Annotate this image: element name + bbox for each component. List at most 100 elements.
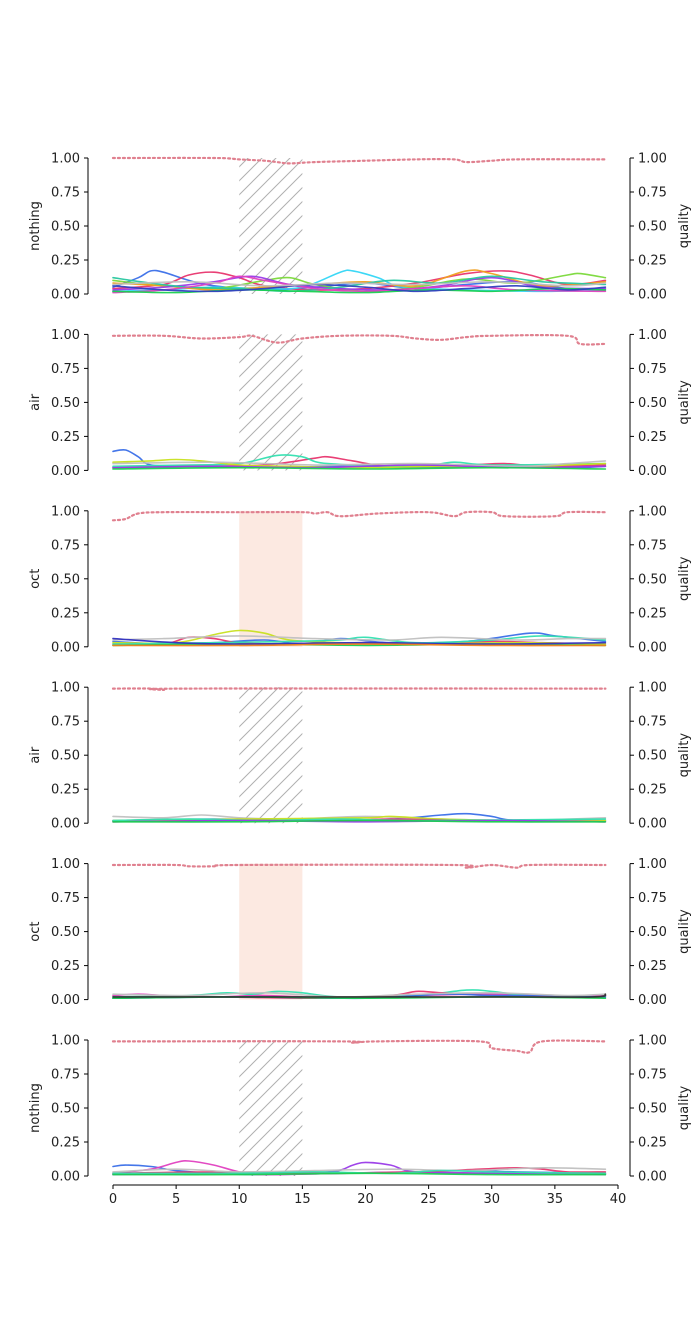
panel-5: 0.00 0.00 0.25 0.25 0.50 0.50 0.75 0.75 1.00 1.00… <box>28 1034 692 1185</box>
left-tick-label: 0.00 <box>51 288 80 303</box>
right-tick-label: 1.00 <box>638 1034 667 1049</box>
series-line-1 <box>112 989 607 999</box>
series-line-2 <box>112 454 607 468</box>
shade-region-fill <box>239 510 303 647</box>
left-tick-label: 0.25 <box>51 606 80 621</box>
right-tick-label: 0.50 <box>638 1102 667 1117</box>
quality-axis-label: quality <box>677 203 692 248</box>
left-tick-label: 1.00 <box>51 504 80 519</box>
shade-region-hatch <box>239 1040 303 1176</box>
left-tick-label: 0.75 <box>51 186 80 201</box>
left-tick-label: 0.00 <box>51 1170 80 1185</box>
left-tick-label: 0.50 <box>51 925 80 940</box>
series-line-4 <box>112 635 607 641</box>
series-line-6 <box>112 819 607 823</box>
quality-axis-label: quality <box>677 556 692 601</box>
series-line-10 <box>112 280 607 287</box>
right-tick-label: 1.00 <box>638 857 667 872</box>
x-tick-label: 0 <box>109 1192 117 1207</box>
x-tick-label: 5 <box>172 1192 180 1207</box>
left-tick-label: 0.75 <box>51 538 80 553</box>
right-tick-label: 0.25 <box>638 430 667 445</box>
panel-3: 0.00 0.00 0.25 0.25 0.50 0.50 0.75 0.75 1.00 1.00… <box>28 681 692 832</box>
shade-region-hatch <box>239 687 303 824</box>
series-line-6 <box>112 1172 607 1176</box>
left-tick-label: 0.75 <box>51 1068 80 1083</box>
quality-axis-label: quality <box>677 1085 692 1130</box>
right-tick-label: 0.75 <box>638 538 667 553</box>
left-tick-label: 0.50 <box>51 220 80 235</box>
panels-group: 0.00 0.00 0.25 0.25 0.50 0.50 0.75 0.75 1.00 1.00… <box>28 152 692 1185</box>
right-tick-label: 0.00 <box>638 288 667 303</box>
series-line-4 <box>112 460 607 468</box>
right-tick-label: 0.75 <box>638 891 667 906</box>
right-tick-label: 0.50 <box>638 220 667 235</box>
series-line-6 <box>112 993 607 998</box>
right-tick-label: 0.00 <box>638 464 667 479</box>
left-tick-label: 0.75 <box>51 362 80 377</box>
left-tick-label: 0.25 <box>51 959 80 974</box>
series-line-5 <box>112 275 607 291</box>
panel-0: 0.00 0.00 0.25 0.25 0.50 0.50 0.75 0.75 1.00 1.00… <box>28 152 692 303</box>
x-tick-label: 15 <box>294 1192 311 1207</box>
left-tick-label: 0.00 <box>51 993 80 1008</box>
series-line-4 <box>112 991 607 998</box>
left-tick-label: 0.50 <box>51 572 80 587</box>
y-axis-label: air <box>28 746 43 764</box>
shade-region-fill <box>239 863 303 1000</box>
quality-line <box>111 687 607 692</box>
quality-axis-label: quality <box>677 380 692 425</box>
quality-line <box>111 510 607 522</box>
right-tick-label: 0.50 <box>638 396 667 411</box>
quality-line <box>111 863 607 869</box>
left-tick-label: 0.25 <box>51 1136 80 1151</box>
left-tick-label: 1.00 <box>51 681 80 696</box>
series-line-9 <box>112 283 607 293</box>
left-tick-label: 0.75 <box>51 715 80 730</box>
right-tick-label: 0.25 <box>638 606 667 621</box>
quality-axis-label: quality <box>677 733 692 778</box>
right-tick-label: 0.25 <box>638 1136 667 1151</box>
x-tick-label: 40 <box>610 1192 627 1207</box>
right-tick-label: 0.75 <box>638 1068 667 1083</box>
x-tick-label: 35 <box>547 1192 564 1207</box>
series-line-6 <box>112 466 607 470</box>
series-line-5 <box>112 819 607 823</box>
panel-1: 0.00 0.00 0.25 0.25 0.50 0.50 0.75 0.75 1.00 1.00… <box>28 328 692 479</box>
series-line-8 <box>112 287 607 294</box>
series-line-6 <box>112 275 607 293</box>
right-tick-label: 0.50 <box>638 572 667 587</box>
x-tick-label: 10 <box>231 1192 248 1207</box>
shade-region-hatch <box>239 334 303 471</box>
left-tick-label: 0.00 <box>51 464 80 479</box>
quality-line <box>111 334 607 346</box>
left-tick-label: 0.25 <box>51 254 80 269</box>
quality-line <box>111 1039 607 1054</box>
left-tick-label: 0.50 <box>51 749 80 764</box>
right-tick-label: 0.75 <box>638 186 667 201</box>
x-tick-label: 30 <box>483 1192 500 1207</box>
shade-region-hatch <box>239 158 303 294</box>
left-tick-label: 1.00 <box>51 857 80 872</box>
panel-4: 0.00 0.00 0.25 0.25 0.50 0.50 0.75 0.75 1.00 1.00… <box>28 857 692 1008</box>
left-tick-label: 0.50 <box>51 396 80 411</box>
left-tick-label: 1.00 <box>51 152 80 167</box>
series-line-4 <box>112 1166 607 1173</box>
right-tick-label: 0.75 <box>638 362 667 377</box>
right-tick-label: 0.00 <box>638 817 667 832</box>
series-line-3 <box>112 635 607 645</box>
panel-2: 0.00 0.00 0.25 0.25 0.50 0.50 0.75 0.75 1.00 1.00… <box>28 504 692 655</box>
series-line-7 <box>112 643 607 647</box>
right-tick-label: 0.00 <box>638 993 667 1008</box>
right-tick-label: 1.00 <box>638 328 667 343</box>
right-tick-label: 0.25 <box>638 959 667 974</box>
left-tick-label: 0.25 <box>51 430 80 445</box>
right-tick-label: 0.50 <box>638 749 667 764</box>
right-tick-label: 1.00 <box>638 152 667 167</box>
y-axis-label: nothing <box>28 1083 43 1133</box>
right-tick-label: 0.00 <box>638 640 667 655</box>
left-tick-label: 0.00 <box>51 817 80 832</box>
x-axis: 0 5 10 15 20 25 30 35 40 <box>109 1184 627 1207</box>
left-tick-label: 0.50 <box>51 1102 80 1117</box>
right-tick-label: 0.75 <box>638 715 667 730</box>
